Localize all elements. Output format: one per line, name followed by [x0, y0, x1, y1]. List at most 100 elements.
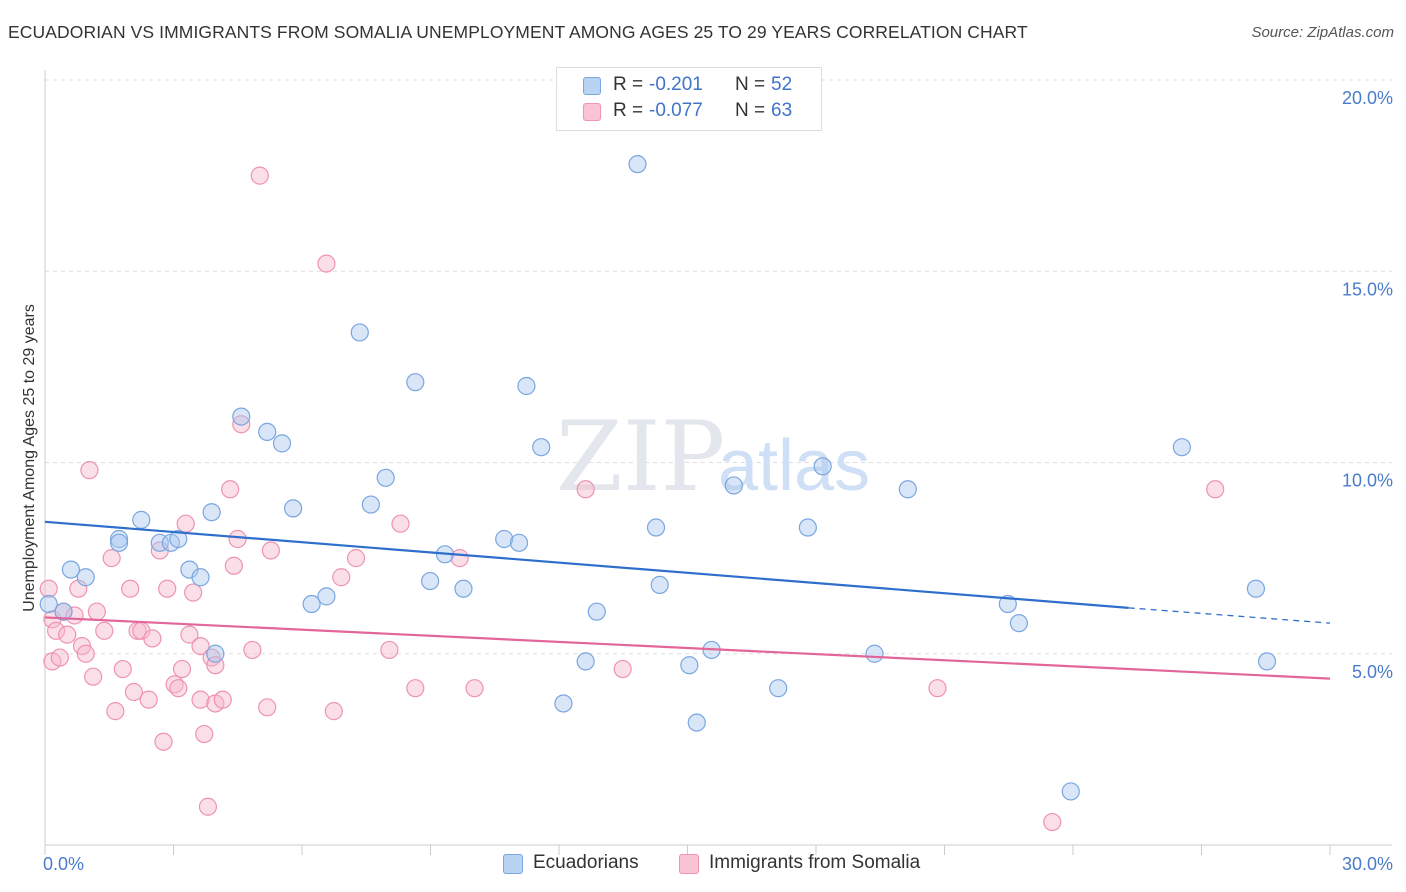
somalia-point: [221, 480, 240, 499]
ecuadorian-point: [1257, 652, 1277, 671]
n-value: 63: [771, 100, 793, 121]
somalia-point: [261, 541, 280, 560]
ecuadorian-point: [232, 407, 251, 426]
ecuadorian-point: [54, 602, 73, 621]
ecuadorian-point: [1246, 579, 1266, 598]
ecuadorian-point: [109, 529, 129, 549]
watermark-atlas: atlas: [718, 426, 870, 506]
legend-swatch-pink: [679, 854, 699, 874]
y-tick-label: 15.0%: [1342, 279, 1393, 299]
n-value: 52: [771, 74, 793, 95]
ecuadorian-point: [680, 656, 699, 675]
x-tick-label: 0.0%: [43, 854, 84, 874]
y-tick-labels: 5.0% 10.0% 15.0% 20.0%: [1342, 88, 1393, 682]
axes: [44, 70, 1392, 846]
watermark-zip: ZIP: [556, 401, 725, 513]
ecuadorian-point: [769, 679, 788, 698]
ecuadorian-point: [132, 510, 151, 529]
n-label: N =: [735, 100, 766, 121]
somalia-point: [1043, 812, 1062, 832]
somalia-point: [158, 579, 177, 598]
somalia-point: [121, 579, 140, 598]
somalia-point: [258, 698, 277, 717]
ecuadorian-point: [898, 480, 917, 499]
legend-row-ecuadorians: R = -0.201 N = 52: [557, 74, 821, 100]
somalia-point: [180, 625, 199, 644]
somalia-points: [39, 166, 1225, 832]
ecuadorian-point: [646, 518, 666, 537]
somalia-trend-line: [44, 616, 1331, 680]
somalia-point: [250, 166, 269, 185]
y-tick-label: 20.0%: [1342, 88, 1393, 108]
r-label: R =: [613, 100, 644, 121]
ecuadorian-point: [587, 602, 606, 621]
somalia-point: [380, 640, 399, 660]
ecuadorian-point: [532, 438, 551, 457]
ecuadorian-point: [169, 529, 188, 549]
somalia-point: [80, 461, 99, 480]
x-tick-labels: 0.0% 30.0%: [43, 854, 1393, 874]
r-value: -0.077: [649, 100, 703, 121]
source-label: Source: ZipAtlas.com: [1251, 24, 1394, 41]
somalia-point: [324, 702, 343, 721]
somalia-point: [465, 679, 484, 698]
ecuadorian-point: [628, 155, 647, 174]
somalia-point: [154, 732, 173, 751]
somalia-point: [113, 659, 132, 679]
legend-label: Immigrants from Somalia: [709, 852, 921, 873]
r-value: -0.201: [649, 74, 703, 95]
series-legend: Ecuadorians Immigrants from Somalia: [0, 852, 1406, 878]
somalia-point: [95, 621, 114, 640]
ecuadorian-point: [61, 560, 81, 579]
somalia-point: [176, 514, 195, 533]
somalia-point: [39, 579, 58, 598]
ecuadorian-point: [376, 468, 395, 487]
ecuadorian-point: [284, 499, 303, 518]
somalia-point: [198, 797, 218, 816]
somalia-point: [47, 621, 66, 640]
ecuadorian-trend-extension: [1128, 607, 1331, 624]
y-axis-title: Unemployment Among Ages 25 to 29 years: [21, 304, 38, 612]
legend-label: Ecuadorians: [533, 852, 639, 873]
somalia-point: [928, 679, 947, 698]
somalia-point: [124, 682, 143, 702]
ecuadorian-point: [421, 571, 440, 591]
ecuadorian-point: [576, 652, 595, 671]
ecuadorian-point: [813, 457, 832, 476]
somalia-point: [84, 667, 103, 686]
ecuadorian-point: [650, 575, 669, 595]
ecuadorian-trend-line: [44, 520, 1129, 609]
somalia-point: [391, 514, 410, 533]
ecuadorian-point: [202, 503, 221, 522]
ecuadorian-point: [1061, 782, 1080, 801]
somalia-point: [332, 568, 351, 587]
ecuadorian-point: [687, 713, 706, 732]
somalia-point: [184, 583, 203, 602]
somalia-point: [406, 679, 425, 698]
somalia-point: [50, 648, 69, 667]
somalia-point: [169, 679, 188, 698]
correlation-legend: R = -0.201 N = 52 R = -0.077 N = 63: [556, 67, 822, 131]
somalia-point: [87, 602, 106, 621]
somalia-point: [232, 415, 251, 434]
ecuadorian-point: [361, 495, 380, 514]
ecuadorian-point: [798, 518, 817, 537]
somalia-point: [102, 549, 121, 568]
x-axis-ticks: [44, 845, 1331, 855]
ecuadorian-point: [554, 694, 573, 713]
legend-swatch-blue: [503, 854, 523, 874]
somalia-point: [106, 702, 125, 721]
watermark: ZIP atlas: [556, 401, 870, 513]
x-tick-label: 30.0%: [1342, 854, 1393, 874]
ecuadorian-point: [495, 529, 514, 549]
somalia-point: [1206, 480, 1225, 499]
somalia-point: [346, 549, 366, 568]
somalia-point: [213, 690, 232, 709]
grid-lines: [45, 79, 1392, 655]
legend-row-somalia: R = -0.077 N = 63: [557, 100, 821, 126]
somalia-point: [191, 636, 210, 656]
somalia-point: [450, 549, 469, 568]
ecuadorian-point: [191, 568, 210, 587]
trend-lines: [44, 520, 1331, 680]
